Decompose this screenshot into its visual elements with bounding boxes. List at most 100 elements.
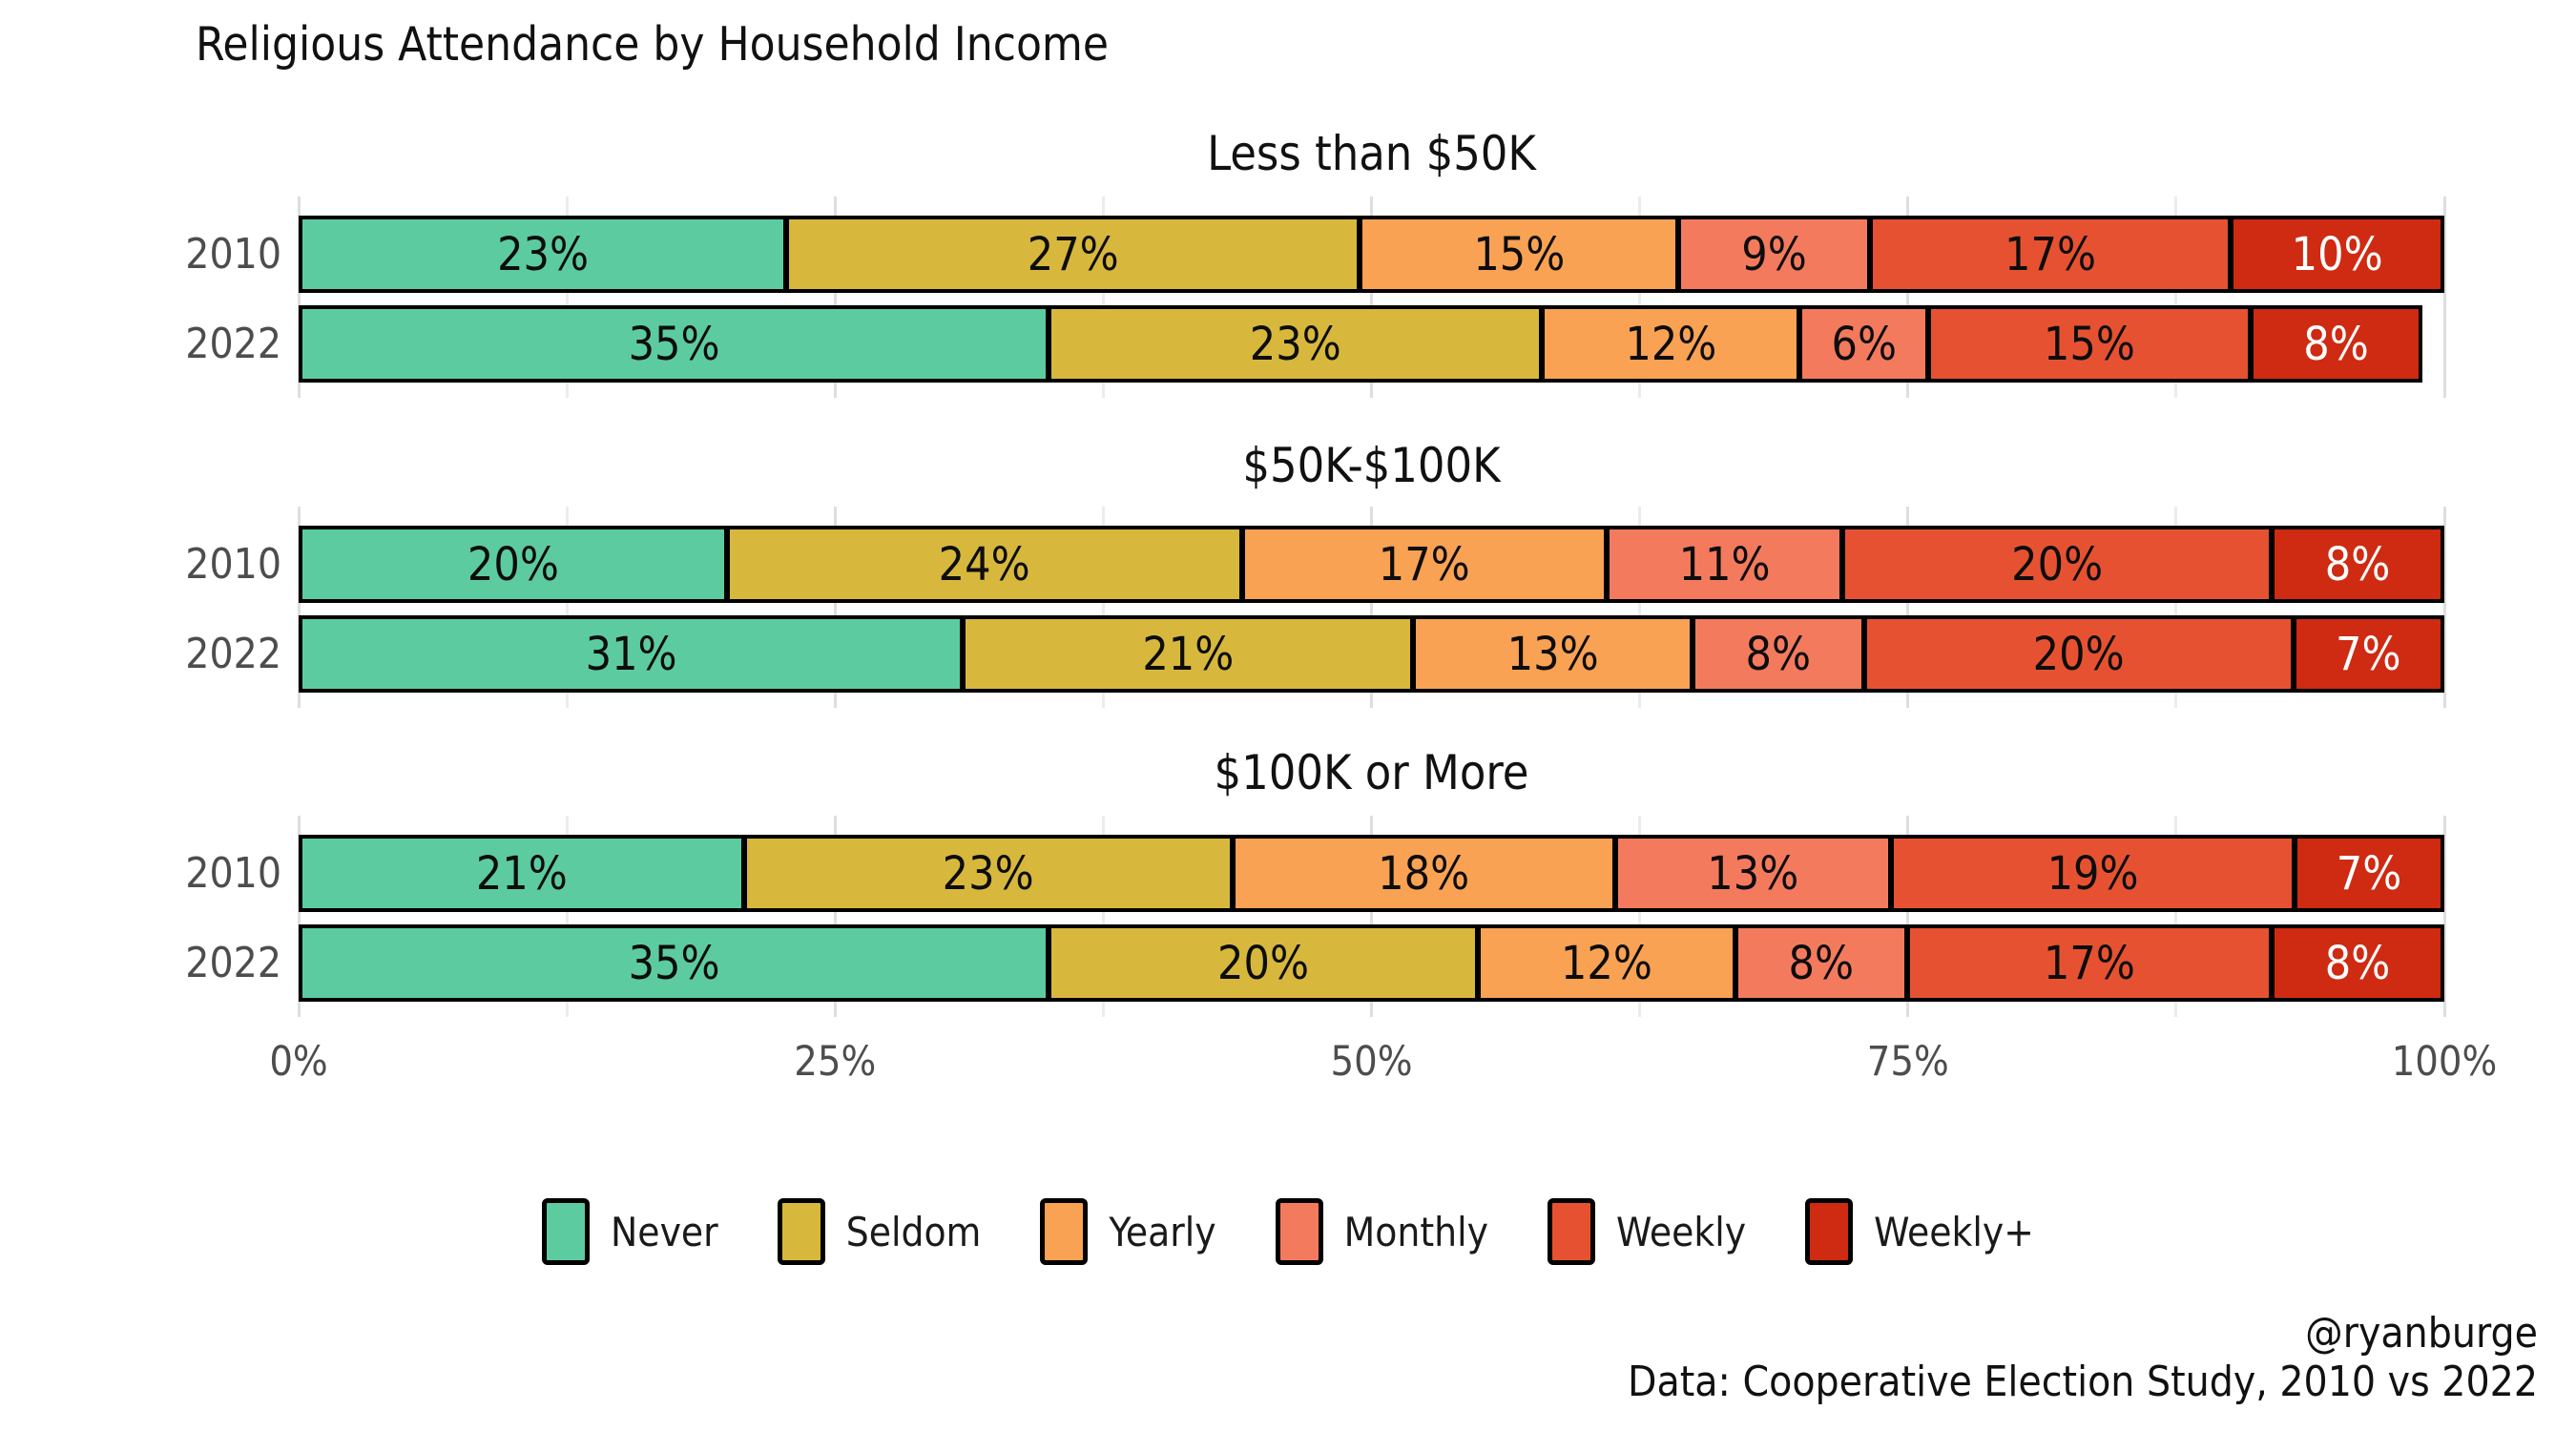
bar-row: 20% 24% 17% 11% 20% 8%: [299, 526, 2444, 603]
bar-row: 31% 21% 13% 8% 20% 7%: [299, 615, 2444, 693]
bar-segment: 17%: [1870, 216, 2233, 293]
gridline: [1906, 197, 1910, 398]
segment-label: 10%: [2291, 227, 2383, 281]
gridline: [2442, 197, 2446, 398]
bar-segment: 21%: [299, 835, 745, 912]
legend-swatch: [1040, 1198, 1089, 1265]
gridline: [565, 507, 569, 708]
year-label: 2022: [185, 629, 281, 678]
bar-segment: 8%: [2251, 305, 2423, 383]
axis-tick-label: 50%: [1330, 1038, 1413, 1086]
bar-segment: 7%: [2296, 835, 2444, 912]
gridline: [1906, 507, 1910, 708]
legend-label: Weekly+: [1874, 1208, 2034, 1255]
gridline: [833, 507, 837, 708]
segment-label: 8%: [1788, 936, 1855, 990]
bar-segment: 20%: [1843, 526, 2274, 603]
axis-tick-label: 100%: [2391, 1038, 2498, 1086]
bar-segment: 8%: [2273, 924, 2444, 1002]
bar-segment: 35%: [299, 924, 1050, 1002]
bar-segment: 20%: [1049, 924, 1479, 1002]
segment-label: 8%: [2303, 317, 2369, 371]
gridline: [1638, 197, 1642, 398]
segment-label: 7%: [2335, 627, 2401, 681]
gridline: [297, 197, 301, 398]
segment-label: 20%: [467, 537, 559, 591]
segment-label: 15%: [1473, 227, 1566, 281]
bar-segment: 31%: [299, 615, 965, 693]
credit-source: Data: Cooperative Election Study, 2010 v…: [1628, 1358, 2538, 1407]
legend-item: Weekly: [1547, 1198, 1747, 1265]
legend: Never Seldom Yearly Monthly Weekly Weekly+: [0, 1198, 2576, 1265]
gridline: [1370, 507, 1373, 708]
gridline: [1370, 816, 1373, 1017]
bar-segment: 8%: [1693, 615, 1865, 693]
segment-label: 21%: [475, 846, 568, 901]
bar-segment: 23%: [299, 216, 788, 293]
bar-segment: 10%: [2232, 216, 2444, 293]
segment-label: 18%: [1378, 846, 1470, 901]
legend-swatch: [1805, 1198, 1854, 1265]
bar-segment: 18%: [1233, 835, 1616, 912]
segment-label: 8%: [2324, 537, 2391, 591]
gridline: [297, 507, 301, 708]
chart-title: Religious Attendance by Household Income: [196, 17, 1110, 72]
segment-label: 23%: [497, 227, 590, 281]
segment-label: 12%: [1560, 936, 1652, 990]
segment-label: 27%: [1027, 227, 1119, 281]
segment-label: 23%: [942, 846, 1034, 901]
bar-segment: 20%: [299, 526, 728, 603]
gridline: [2442, 507, 2446, 708]
legend-item: Weekly+: [1805, 1198, 2034, 1265]
bar-segment: 19%: [1892, 835, 2296, 912]
bar-row: 35% 23% 12% 6% 15% 8%: [299, 305, 2444, 383]
year-label: 2010: [185, 848, 281, 898]
gridline: [1906, 816, 1910, 1017]
axis-tick-label: 25%: [794, 1038, 877, 1086]
segment-label: 9%: [1741, 227, 1807, 281]
segment-label: 7%: [2336, 846, 2402, 901]
segment-label: 21%: [1142, 627, 1235, 681]
gridline: [2174, 197, 2178, 398]
segment-label: 20%: [2032, 627, 2125, 681]
bar-segment: 15%: [1361, 216, 1680, 293]
gridline: [1101, 197, 1105, 398]
segment-label: 6%: [1831, 317, 1897, 371]
segment-label: 35%: [628, 317, 720, 371]
gridline: [2174, 507, 2178, 708]
bar-segment: 8%: [1735, 924, 1908, 1002]
gridline: [833, 197, 837, 398]
year-label: 2022: [185, 319, 281, 368]
credit-handle: @ryanburge: [2305, 1309, 2538, 1358]
legend-item: Monthly: [1275, 1198, 1488, 1265]
legend-swatch: [542, 1198, 591, 1265]
bar-row: 35% 20% 12% 8% 17% 8%: [299, 924, 2444, 1002]
gridline: [565, 816, 569, 1017]
year-label: 2010: [185, 539, 281, 589]
bar-segment: 9%: [1679, 216, 1871, 293]
bar-row: 21% 23% 18% 13% 19% 7%: [299, 835, 2444, 912]
segment-label: 13%: [1506, 627, 1599, 681]
bar-segment: 27%: [787, 216, 1361, 293]
segment-label: 15%: [2043, 317, 2135, 371]
bar-segment: 20%: [1864, 615, 2295, 693]
bar-segment: 23%: [744, 835, 1234, 912]
year-label: 2022: [185, 938, 281, 987]
bar-segment: 35%: [299, 305, 1050, 383]
segment-label: 12%: [1625, 317, 1717, 371]
panel-title: Less than $50K: [1207, 126, 1536, 181]
gridline: [833, 816, 837, 1017]
segment-label: 8%: [2324, 936, 2391, 990]
bar-segment: 17%: [1242, 526, 1608, 603]
legend-swatch: [777, 1198, 825, 1265]
segment-label: 20%: [2011, 537, 2104, 591]
bar-segment: 17%: [1907, 924, 2274, 1002]
legend-swatch: [1547, 1198, 1595, 1265]
segment-label: 11%: [1678, 537, 1771, 591]
legend-label: Weekly: [1615, 1208, 1747, 1255]
gridline: [1638, 816, 1642, 1017]
bar-segment: 6%: [1800, 305, 1930, 383]
legend-label: Seldom: [845, 1208, 982, 1255]
segment-label: 35%: [628, 936, 720, 990]
legend-label: Monthly: [1343, 1208, 1488, 1255]
